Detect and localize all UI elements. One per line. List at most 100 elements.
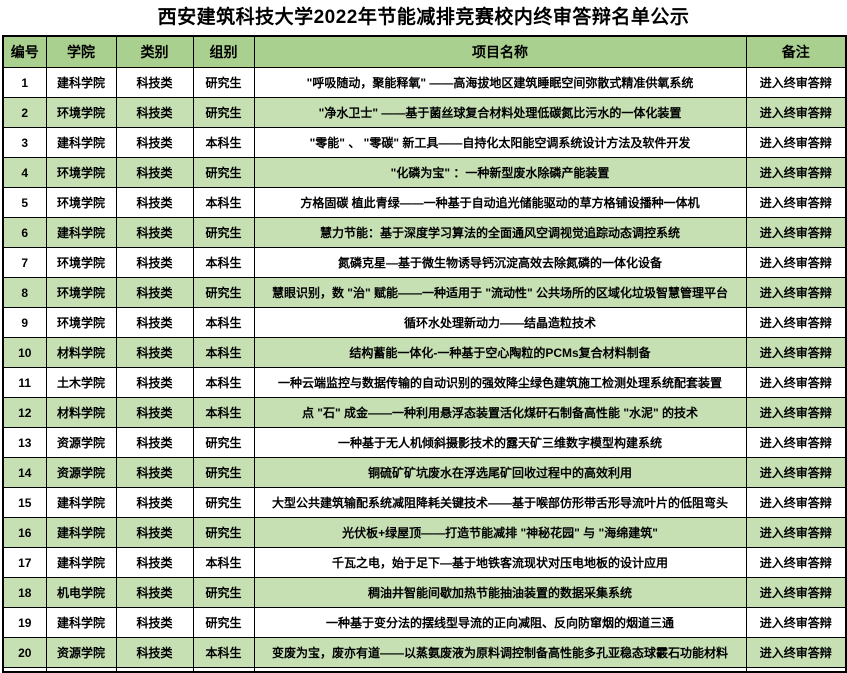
- cell-category: 科技类: [115, 607, 194, 638]
- cell-number: 20: [2, 637, 47, 668]
- table-row: 5 环境学院 科技类 本科生 方格固碳 植此青绿——一种基于自动追光储能驱动的草…: [2, 187, 847, 218]
- table-row: 12 材料学院 科技类 本科生 点 "石" 成金——一种利用悬浮态装置活化煤矸石…: [2, 397, 847, 428]
- cell-number: [2, 667, 47, 672]
- cell-project: 铜硫矿矿坑废水在浮选尾矿回收过程中的高效利用: [253, 457, 747, 488]
- cell-group: [192, 667, 255, 672]
- cell-category: 科技类: [115, 367, 194, 398]
- cell-number: 18: [2, 577, 47, 608]
- cell-project: 千瓦之电，始于足下—基于地铁客流现状对压电地板的设计应用: [253, 547, 747, 578]
- cell-college: 环境学院: [45, 277, 117, 308]
- cell-project: 变废为宝，废亦有道——以蒸氨废液为原料调控制备高性能多孔亚稳态球霰石功能材料: [253, 637, 747, 668]
- cell-project: "呼吸随动，聚能释氧" ——高海拔地区建筑睡眠空间弥散式精准供氧系统: [253, 67, 747, 98]
- cell-college: 建科学院: [45, 127, 117, 158]
- cell-project: 一种云端监控与数据传输的自动识别的强效降尘绿色建筑施工检测处理系统配套装置: [253, 367, 747, 398]
- cell-number: 17: [2, 547, 47, 578]
- cell-remark: [745, 667, 847, 672]
- cell-group: 研究生: [192, 607, 255, 638]
- cell-college: 建科学院: [45, 487, 117, 518]
- cell-college: 资源学院: [45, 457, 117, 488]
- cell-group: 研究生: [192, 67, 255, 98]
- cell-number: 8: [2, 277, 47, 308]
- cell-group: 研究生: [192, 157, 255, 188]
- cell-remark: 进入终审答辩: [745, 397, 847, 428]
- cell-college: 建科学院: [45, 517, 117, 548]
- page-title: 西安建筑科技大学2022年节能减排竞赛校内终审答辩名单公示: [157, 7, 690, 28]
- table-row: 20 资源学院 科技类 本科生 变废为宝，废亦有道——以蒸氨废液为原料调控制备高…: [2, 637, 847, 668]
- cell-group: 研究生: [192, 577, 255, 608]
- cell-college: [45, 667, 117, 672]
- cell-number: 15: [2, 487, 47, 518]
- cell-remark: 进入终审答辩: [745, 187, 847, 218]
- cell-category: 科技类: [115, 127, 194, 158]
- cell-remark: 进入终审答辩: [745, 427, 847, 458]
- cell-number: 1: [2, 67, 47, 98]
- cell-project: 慧力节能：基于深度学习算法的全面通风空调视觉追踪动态调控系统: [253, 217, 747, 248]
- cell-college: 资源学院: [45, 637, 117, 668]
- table-row: 3 建科学院 科技类 本科生 "零能" 、 "零碳" 新工具——自持化太阳能空调…: [2, 127, 847, 158]
- cell-number: 16: [2, 517, 47, 548]
- cell-category: 科技类: [115, 637, 194, 668]
- cell-remark: 进入终审答辩: [745, 97, 847, 128]
- cell-college: 环境学院: [45, 187, 117, 218]
- cell-remark: 进入终审答辩: [745, 487, 847, 518]
- table-row: 7 环境学院 科技类 本科生 氮磷克星—基于微生物诱导钙沉淀高效去除氮磷的一体化…: [2, 247, 847, 278]
- cell-category: 科技类: [115, 457, 194, 488]
- cell-group: 研究生: [192, 487, 255, 518]
- cell-college: 机电学院: [45, 577, 117, 608]
- cell-number: 6: [2, 217, 47, 248]
- cell-college: 材料学院: [45, 337, 117, 368]
- cell-number: 14: [2, 457, 47, 488]
- results-table: 编号 学院 类别 组别 项目名称 备注 1 建科学院 科技类 研究生 "呼吸随动…: [2, 35, 847, 673]
- table-row: 14 资源学院 科技类 研究生 铜硫矿矿坑废水在浮选尾矿回收过程中的高效利用 进…: [2, 457, 847, 488]
- cell-category: 科技类: [115, 577, 194, 608]
- cell-remark: 进入终审答辩: [745, 157, 847, 188]
- cell-category: 科技类: [115, 217, 194, 248]
- table-row: 2 环境学院 科技类 研究生 "净水卫士" ——基于菌丝球复合材料处理低碳氮比污…: [2, 97, 847, 128]
- cell-number: 5: [2, 187, 47, 218]
- cell-group: 本科生: [192, 247, 255, 278]
- table-row: 18 机电学院 科技类 研究生 稠油井智能间歇加热节能抽油装置的数据采集系统 进…: [2, 577, 847, 608]
- cell-remark: 进入终审答辩: [745, 577, 847, 608]
- cell-remark: 进入终审答辩: [745, 607, 847, 638]
- cell-category: 科技类: [115, 97, 194, 128]
- cell-number: 4: [2, 157, 47, 188]
- cell-category: 科技类: [115, 487, 194, 518]
- table-row: [2, 667, 847, 672]
- cell-group: 研究生: [192, 427, 255, 458]
- table-row: 17 建科学院 科技类 本科生 千瓦之电，始于足下—基于地铁客流现状对压电地板的…: [2, 547, 847, 578]
- cell-group: 研究生: [192, 517, 255, 548]
- cell-project: "净水卫士" ——基于菌丝球复合材料处理低碳氮比污水的一体化装置: [253, 97, 747, 128]
- column-header-remark: 备注: [745, 35, 847, 68]
- cell-project: 循环水处理新动力——结晶造粒技术: [253, 307, 747, 338]
- cell-project: 一种基于无人机倾斜摄影技术的露天矿三维数字模型构建系统: [253, 427, 747, 458]
- cell-category: 科技类: [115, 247, 194, 278]
- cell-category: 科技类: [115, 67, 194, 98]
- cell-project: 氮磷克星—基于微生物诱导钙沉淀高效去除氮磷的一体化设备: [253, 247, 747, 278]
- cell-project: 光伏板+绿屋顶——打造节能减排 "神秘花园" 与 "海绵建筑": [253, 517, 747, 548]
- table-row: 6 建科学院 科技类 研究生 慧力节能：基于深度学习算法的全面通风空调视觉追踪动…: [2, 217, 847, 248]
- cell-remark: 进入终审答辩: [745, 307, 847, 338]
- cell-group: 本科生: [192, 397, 255, 428]
- cell-category: 科技类: [115, 427, 194, 458]
- cell-group: 本科生: [192, 127, 255, 158]
- column-header-category: 类别: [115, 35, 194, 68]
- cell-project: "化磷为宝" ：一种新型废水除磷产能装置: [253, 157, 747, 188]
- cell-project: 大型公共建筑输配系统减阻降耗关键技术——基于喉部仿形带舌形导流叶片的低阻弯头: [253, 487, 747, 518]
- cell-category: 科技类: [115, 547, 194, 578]
- table-body: 1 建科学院 科技类 研究生 "呼吸随动，聚能释氧" ——高海拔地区建筑睡眠空间…: [2, 67, 847, 672]
- cell-college: 建科学院: [45, 67, 117, 98]
- cell-college: 资源学院: [45, 427, 117, 458]
- cell-number: 3: [2, 127, 47, 158]
- cell-category: 科技类: [115, 397, 194, 428]
- cell-category: 科技类: [115, 517, 194, 548]
- cell-number: 7: [2, 247, 47, 278]
- table-row: 9 环境学院 科技类 本科生 循环水处理新动力——结晶造粒技术 进入终审答辩: [2, 307, 847, 338]
- column-header-college: 学院: [45, 35, 117, 68]
- cell-number: 19: [2, 607, 47, 638]
- cell-category: 科技类: [115, 337, 194, 368]
- column-header-number: 编号: [2, 35, 47, 68]
- cell-college: 建科学院: [45, 607, 117, 638]
- cell-group: 本科生: [192, 307, 255, 338]
- column-header-group: 组别: [192, 35, 255, 68]
- cell-project: 一种基于变分法的摆线型导流的正向减阻、反向防窜烟的烟道三通: [253, 607, 747, 638]
